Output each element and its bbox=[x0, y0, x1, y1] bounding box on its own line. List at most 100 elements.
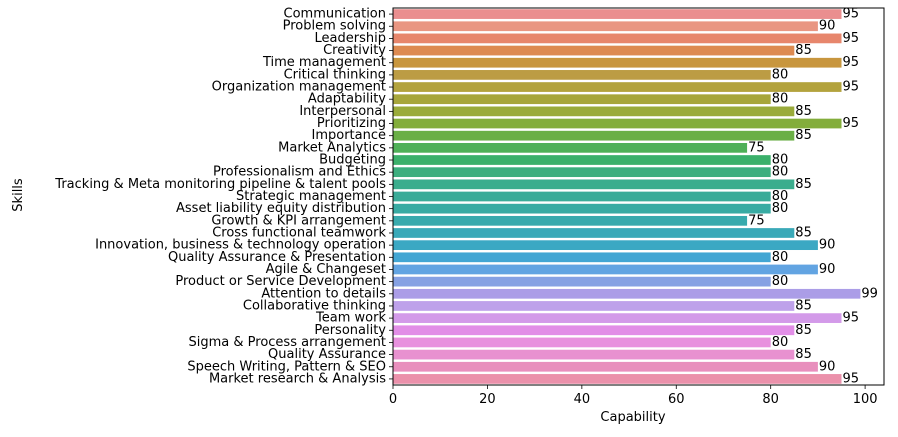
y-tick-label: Time management bbox=[262, 55, 386, 70]
bar-value-label: 80 bbox=[772, 67, 789, 82]
bar-value-label: 80 bbox=[772, 250, 789, 265]
bar bbox=[393, 45, 795, 56]
bar-value-label: 75 bbox=[748, 140, 765, 155]
y-tick-label: Communication bbox=[284, 7, 386, 22]
y-tick-label: Leadership bbox=[315, 31, 386, 46]
y-tick-label: Agile & Changeset bbox=[266, 262, 386, 277]
y-tick-label: Problem solving bbox=[283, 19, 386, 34]
bar-value-label: 80 bbox=[772, 153, 789, 168]
bar bbox=[393, 215, 748, 226]
bar bbox=[393, 70, 771, 80]
bar bbox=[393, 313, 842, 323]
bar bbox=[393, 374, 842, 384]
bar bbox=[393, 337, 771, 348]
bar bbox=[393, 288, 861, 299]
bar-value-label: 85 bbox=[795, 104, 812, 119]
y-tick-label: Tracking & Meta monitoring pipeline & ta… bbox=[54, 177, 386, 192]
bar bbox=[393, 349, 795, 360]
bar bbox=[393, 264, 818, 275]
bar-value-label: 85 bbox=[795, 347, 812, 362]
bar bbox=[393, 361, 818, 372]
y-tick-label: Innovation, business & technology operat… bbox=[95, 238, 386, 253]
y-tick-label: Importance bbox=[312, 128, 387, 143]
x-tick-label: 80 bbox=[762, 392, 779, 407]
bar bbox=[393, 33, 842, 44]
bar-value-label: 95 bbox=[843, 116, 860, 131]
y-tick-label: Quality Assurance & Presentation bbox=[168, 250, 386, 265]
y-tick-label: Creativity bbox=[323, 43, 386, 58]
bar-value-label: 85 bbox=[795, 298, 812, 313]
bar-value-label: 85 bbox=[795, 323, 812, 338]
bar-value-label: 90 bbox=[819, 359, 836, 374]
y-tick-label: Budgeting bbox=[319, 153, 386, 168]
bar bbox=[393, 167, 771, 178]
bar-value-label: 75 bbox=[748, 213, 765, 228]
bar bbox=[393, 118, 842, 129]
y-tick-label: Prioritizing bbox=[317, 116, 386, 131]
bar bbox=[393, 130, 795, 141]
bar bbox=[393, 106, 795, 117]
bar bbox=[393, 94, 771, 105]
y-tick-label: Strategic management bbox=[236, 189, 386, 204]
x-tick-label: 60 bbox=[668, 392, 685, 407]
y-tick-label: Speech Writing, Pattern & SEO bbox=[187, 359, 386, 374]
bar bbox=[393, 21, 818, 32]
bar bbox=[393, 203, 771, 214]
bar bbox=[393, 228, 795, 238]
y-tick-label: Personality bbox=[314, 323, 386, 338]
y-tick-label: Quality Assurance bbox=[268, 347, 386, 362]
bar-value-label: 80 bbox=[772, 92, 789, 107]
bars-layer bbox=[393, 9, 861, 384]
y-tick-label: Market Analytics bbox=[278, 140, 386, 155]
bar-value-label: 80 bbox=[772, 165, 789, 180]
bar bbox=[393, 191, 771, 202]
bar bbox=[393, 57, 842, 68]
bar-value-label: 90 bbox=[819, 19, 836, 34]
bar-value-label: 99 bbox=[861, 286, 878, 301]
y-tick-label: Adaptability bbox=[308, 92, 386, 107]
bar-value-label: 95 bbox=[843, 80, 860, 95]
y-tick-label: Critical thinking bbox=[284, 67, 386, 82]
x-tick-labels: 0 20 40 60 80 100 bbox=[389, 385, 878, 407]
bar bbox=[393, 325, 795, 336]
bar-value-label: 80 bbox=[772, 189, 789, 204]
y-tick-label: Team work bbox=[315, 311, 386, 326]
y-tick-label: Organization management bbox=[212, 80, 386, 95]
bar-value-label: 95 bbox=[843, 55, 860, 70]
bar-value-label: 90 bbox=[819, 238, 836, 253]
y-tick-label: Product or Service Development bbox=[175, 274, 386, 289]
y-tick-label: Asset liability equity distribution bbox=[176, 201, 386, 216]
x-tick-label: 100 bbox=[853, 392, 878, 407]
bar bbox=[393, 301, 795, 311]
bar-value-label: 80 bbox=[772, 335, 789, 350]
y-tick-label: Professionalism and Ethics bbox=[213, 165, 386, 180]
bar bbox=[393, 179, 795, 190]
bar-value-label: 90 bbox=[819, 262, 836, 277]
bar bbox=[393, 240, 818, 251]
bar-value-label: 95 bbox=[843, 311, 860, 326]
bar-value-label: 95 bbox=[843, 371, 860, 386]
bar-value-label: 85 bbox=[795, 43, 812, 58]
y-tick-label: Growth & KPI arrangement bbox=[211, 213, 386, 228]
y-tick-label: Sigma & Process arrangement bbox=[189, 335, 386, 350]
y-axis-label: Skills bbox=[11, 178, 26, 212]
bar bbox=[393, 9, 842, 19]
bar-value-label: 80 bbox=[772, 201, 789, 216]
y-tick-label: Interpersonal bbox=[299, 104, 386, 119]
y-tick-label: Collaborative thinking bbox=[243, 298, 386, 313]
x-tick-label: 20 bbox=[479, 392, 496, 407]
y-tick-label: Market research & Analysis bbox=[209, 371, 386, 386]
bar bbox=[393, 155, 771, 165]
bar bbox=[393, 276, 771, 287]
x-tick-label: 0 bbox=[389, 392, 397, 407]
bar-value-label: 95 bbox=[843, 7, 860, 22]
bar-value-label: 95 bbox=[843, 31, 860, 46]
bar bbox=[393, 252, 771, 263]
bar bbox=[393, 142, 748, 153]
x-axis-label: Capability bbox=[600, 410, 665, 425]
x-tick-label: 40 bbox=[574, 392, 591, 407]
bar-value-label: 85 bbox=[795, 225, 812, 240]
